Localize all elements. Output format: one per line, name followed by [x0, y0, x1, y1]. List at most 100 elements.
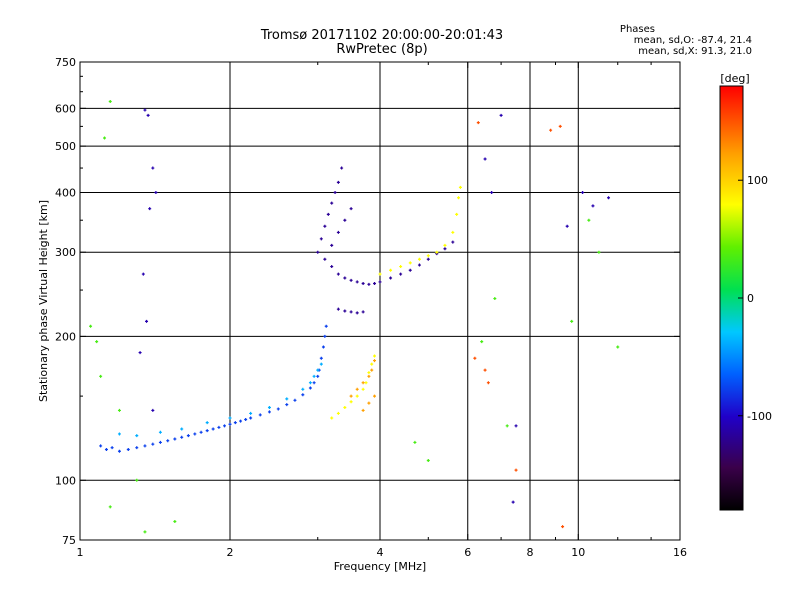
data-point: [95, 340, 99, 344]
data-point: [135, 434, 139, 438]
data-point: [505, 424, 509, 428]
x-axis-label: Frequency [MHz]: [334, 560, 426, 573]
data-point: [108, 100, 112, 104]
x-tick-label: 8: [527, 546, 534, 559]
y-tick-label: 750: [55, 56, 76, 69]
colorbar-tick-label: 0: [747, 292, 754, 305]
data-point: [316, 368, 320, 372]
data-point: [285, 397, 289, 401]
stats-title: Phases: [619, 24, 655, 35]
y-axis-label: Stationary phase Virtual Height [km]: [37, 200, 50, 402]
data-point: [426, 458, 430, 462]
data-point: [326, 212, 330, 216]
colorbar: 100 0 -100 [deg]: [719, 72, 772, 511]
data-point: [205, 421, 209, 425]
data-point: [373, 282, 377, 286]
data-point: [151, 408, 155, 412]
data-point: [233, 421, 237, 425]
colorbar-tick-label: -100: [747, 410, 772, 423]
data-point: [581, 190, 585, 194]
data-point: [211, 427, 215, 431]
stats-o-line: mean, sd,O: -87.4, 21.4: [633, 35, 752, 46]
data-point: [417, 257, 421, 261]
x-tick-label: 10: [571, 546, 585, 559]
data-point: [558, 124, 562, 128]
data-point: [361, 310, 365, 314]
data-point: [493, 297, 497, 301]
data-point: [193, 432, 197, 436]
data-point: [321, 345, 325, 349]
data-point: [499, 113, 503, 117]
data-point: [276, 407, 280, 411]
data-point: [435, 250, 439, 254]
data-point: [607, 196, 611, 200]
data-point: [336, 411, 340, 415]
data-point: [349, 310, 353, 314]
data-point: [267, 410, 271, 414]
y-tick-label: 200: [55, 330, 76, 343]
data-point: [349, 278, 353, 282]
data-point: [244, 418, 248, 422]
data-point: [143, 530, 147, 534]
colorbar-label: [deg]: [720, 72, 749, 85]
data-point: [514, 424, 518, 428]
data-point: [549, 128, 553, 132]
data-point: [370, 368, 374, 372]
x-tick-label: 16: [673, 546, 687, 559]
data-point: [249, 416, 253, 420]
data-point: [158, 440, 162, 444]
data-point: [173, 519, 177, 523]
data-point: [323, 224, 327, 228]
data-point: [483, 157, 487, 161]
data-point: [591, 204, 595, 208]
data-point: [455, 212, 459, 216]
data-point: [343, 276, 347, 280]
data-point: [99, 374, 103, 378]
stats-x-line: mean, sd,X: 91.3, 21.0: [638, 46, 752, 57]
grid-layer: [80, 62, 680, 540]
data-point: [417, 263, 421, 267]
data-point: [319, 356, 323, 360]
data-point: [135, 446, 139, 450]
data-point: [616, 345, 620, 349]
data-point: [373, 354, 377, 358]
data-point: [349, 207, 353, 211]
data-point: [99, 444, 103, 448]
colorbar-tick-label: 100: [747, 174, 768, 187]
data-point: [343, 309, 347, 313]
data-point: [373, 394, 377, 398]
data-point: [110, 446, 114, 450]
chart-subtitle: RwPretec (8p): [336, 42, 428, 57]
data-point: [378, 272, 382, 276]
chart-title: Tromsø 20171102 20:00:00-20:01:43: [260, 28, 504, 43]
data-point: [143, 444, 147, 448]
data-point: [399, 265, 403, 269]
data-point: [205, 429, 209, 433]
data-point: [180, 427, 184, 431]
data-point: [323, 257, 327, 261]
data-point: [199, 430, 203, 434]
data-point: [561, 525, 565, 529]
data-point: [330, 201, 334, 205]
data-point: [173, 437, 177, 441]
data-point: [333, 190, 337, 194]
data-point: [451, 230, 455, 234]
data-point: [151, 442, 155, 446]
data-point: [597, 250, 601, 254]
data-point: [570, 319, 574, 323]
data-point: [166, 439, 170, 443]
data-point: [312, 381, 316, 385]
data-point: [490, 190, 494, 194]
data-point: [108, 505, 112, 509]
data-point: [367, 401, 371, 405]
data-point: [355, 387, 359, 391]
data-point: [146, 113, 150, 117]
data-point: [443, 247, 447, 251]
data-point: [343, 218, 347, 222]
colorbar-gradient: [720, 86, 743, 510]
data-point: [349, 400, 353, 404]
y-tick-label: 500: [55, 140, 76, 153]
x-tick-label: 1: [77, 546, 84, 559]
data-point: [217, 425, 221, 429]
